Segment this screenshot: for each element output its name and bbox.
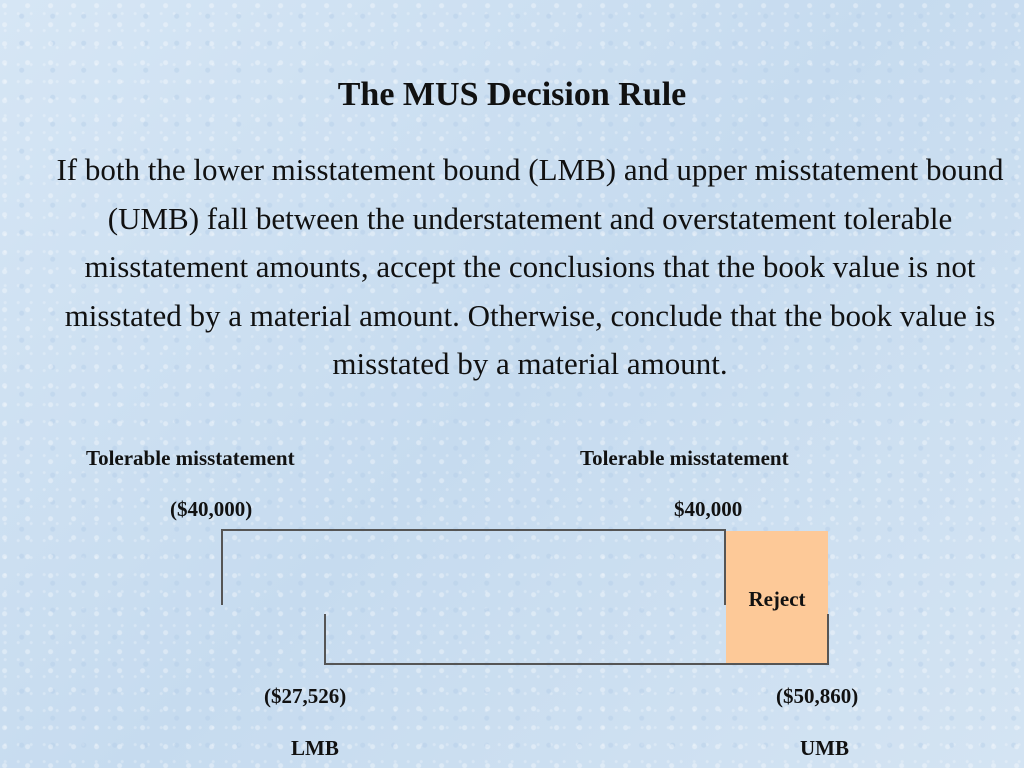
reject-zone [726,531,828,665]
tolerable-range-bracket-right [724,529,726,605]
tolerable-misstatement-left-amount: ($40,000) [170,497,253,521]
decision-rule-text: If both the lower misstatement bound (LM… [56,152,1004,381]
tolerable-range-bracket-top [221,529,726,531]
tolerable-misstatement-right-amount: $40,000 [674,497,743,521]
umb-value: ($50,860) [776,684,859,708]
slide-title: The MUS Decision Rule [337,76,687,113]
tolerable-misstatement-right-label: Tolerable misstatement [580,446,789,470]
tolerable-range-bracket-left [221,529,223,605]
umb-label: UMB [800,736,849,760]
lmb-value: ($27,526) [264,684,347,708]
misstatement-bound-bracket-bottom [324,663,829,665]
reject-label: Reject [748,587,806,611]
misstatement-bound-bracket-left [324,614,326,665]
misstatement-bound-bracket-right [827,614,829,665]
lmb-label: LMB [291,736,339,760]
tolerable-misstatement-left-label: Tolerable misstatement [86,446,295,470]
